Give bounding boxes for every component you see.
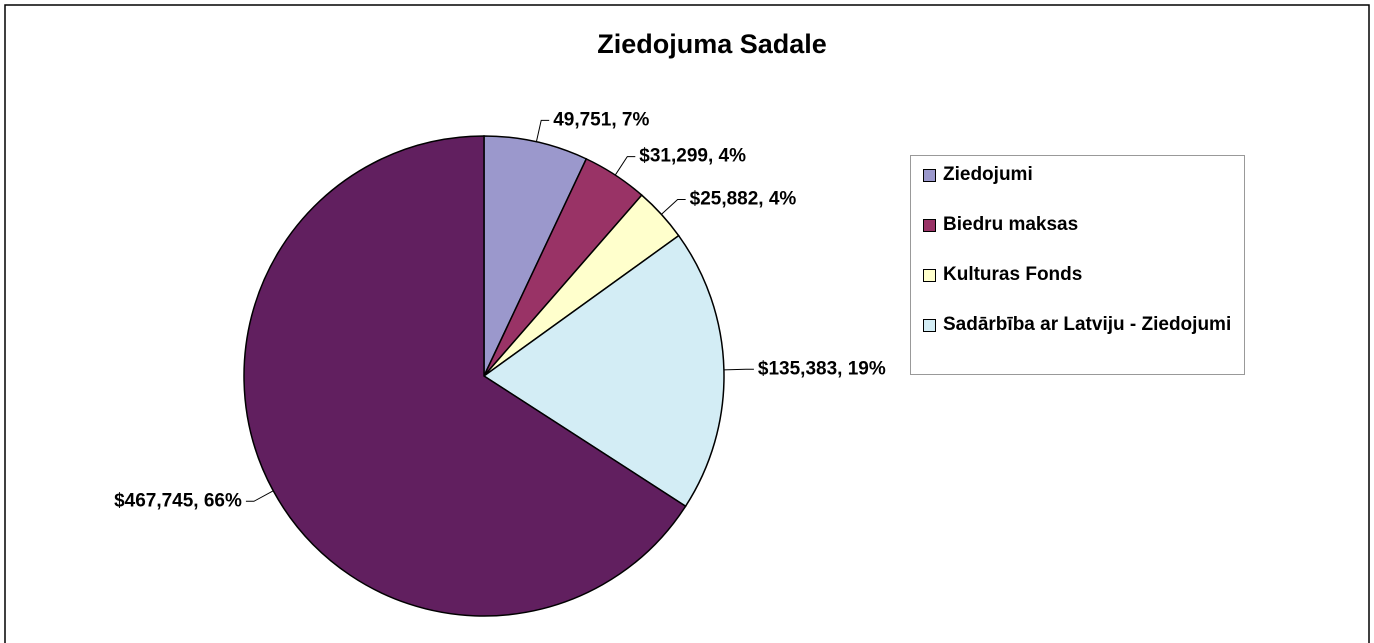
- leader-line: [535, 119, 550, 142]
- data-label: $31,299, 4%: [639, 146, 746, 167]
- pie-slice: [483, 135, 588, 377]
- legend-label: Biedru maksas: [943, 214, 1079, 235]
- legend-swatch: [923, 169, 936, 182]
- data-label: $467,745, 66%: [114, 490, 242, 511]
- data-label: $135,383, 19%: [758, 358, 886, 379]
- pie-slice: [243, 135, 687, 617]
- frame: [4, 4, 1370, 643]
- leader-line: [723, 368, 754, 371]
- leader-line: [245, 490, 274, 502]
- data-label: $25,882, 4%: [690, 189, 797, 210]
- legend-item: Sadārbība ar Latviju - Ziedojumi: [921, 312, 1234, 338]
- pie-slice: [482, 234, 725, 508]
- legend-swatch: [923, 219, 936, 232]
- legend-swatch: [923, 269, 936, 282]
- legend-label: Kulturas Fonds: [943, 264, 1083, 285]
- legend-item: Kulturas Fonds: [921, 262, 1234, 288]
- legend-item: Ziedojumi: [921, 162, 1234, 188]
- legend-label: Sadārbība ar Latviju - Ziedojumi: [943, 314, 1232, 335]
- legend: Ziedojumi Biedru maksas Kulturas Fonds Sadā…: [910, 155, 1245, 375]
- leader-line: [614, 156, 636, 176]
- data-label: 49,751, 7%: [553, 109, 649, 130]
- legend-label: Ziedojumi: [943, 164, 1033, 185]
- chart-title: Ziedojuma Sadale: [597, 29, 827, 59]
- leader-line: [661, 199, 686, 215]
- legend-swatch: [923, 319, 936, 332]
- legend-item: Biedru maksas: [921, 212, 1234, 238]
